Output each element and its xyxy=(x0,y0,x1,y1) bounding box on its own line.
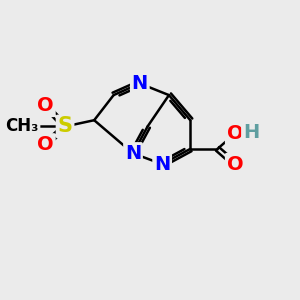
Text: N: N xyxy=(132,74,148,93)
Text: N: N xyxy=(125,144,141,163)
Text: O: O xyxy=(226,124,243,143)
Text: H: H xyxy=(243,123,259,142)
Text: O: O xyxy=(37,135,54,154)
Text: N: N xyxy=(154,154,170,174)
Text: O: O xyxy=(37,96,54,116)
Text: CH₃: CH₃ xyxy=(5,118,39,136)
Text: S: S xyxy=(58,116,73,136)
Text: O: O xyxy=(226,154,243,174)
